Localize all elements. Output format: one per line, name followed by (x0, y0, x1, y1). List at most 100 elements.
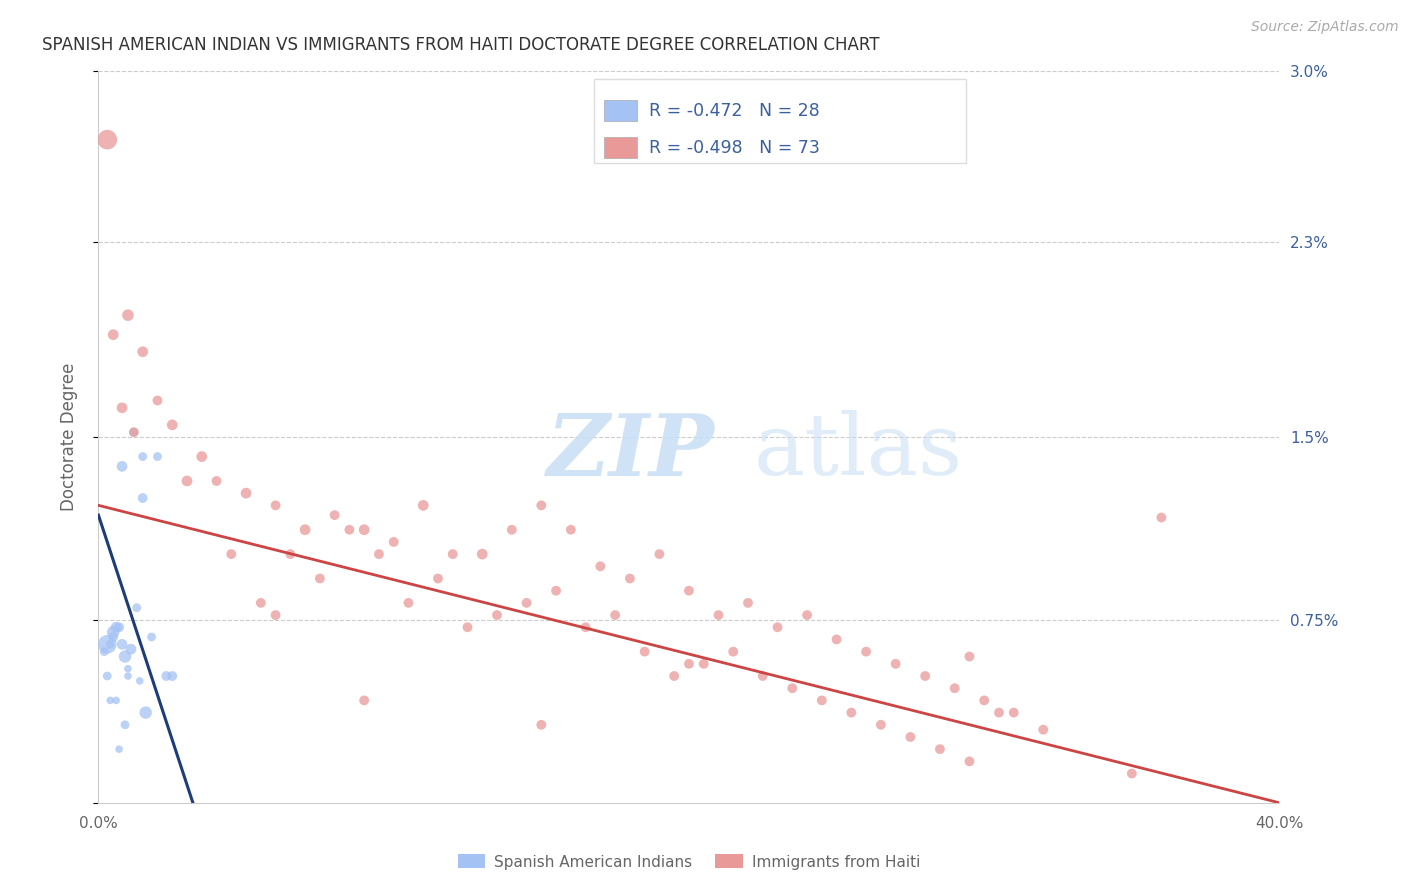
Point (575, 620, 598, 634)
Point (959, 755, 981, 769)
Point (98, 637, 121, 651)
Point (501, 523, 523, 537)
Point (117, 308, 139, 322)
Point (122, 425, 145, 440)
Point (122, 425, 145, 440)
Point (929, 742, 952, 756)
FancyBboxPatch shape (605, 137, 637, 158)
Point (264, 608, 287, 623)
Point (132, 344, 155, 359)
Point (264, 499, 287, 513)
Point (353, 523, 375, 537)
Point (155, 669, 177, 683)
Point (457, 620, 479, 634)
Text: ZIP: ZIP (547, 410, 716, 493)
Point (884, 657, 907, 671)
Point (221, 547, 243, 561)
Point (1121, 766, 1143, 780)
Point (128, 673, 150, 688)
Point (382, 535, 405, 549)
Point (723, 645, 745, 659)
Point (900, 730, 922, 744)
Point (546, 583, 568, 598)
Point (737, 596, 759, 610)
Point (205, 474, 228, 488)
Point (516, 596, 538, 610)
Point (294, 523, 316, 537)
Point (973, 693, 995, 707)
Point (398, 596, 420, 610)
Point (103, 327, 125, 342)
Point (943, 681, 966, 696)
Point (103, 625, 125, 640)
Point (605, 608, 627, 623)
Point (870, 718, 893, 732)
Point (323, 508, 346, 522)
Point (191, 450, 214, 464)
Point (825, 632, 848, 647)
Point (111, 637, 134, 651)
Point (634, 645, 657, 659)
Text: SPANISH AMERICAN INDIAN VS IMMIGRANTS FROM HAITI DOCTORATE DEGREE CORRELATION CH: SPANISH AMERICAN INDIAN VS IMMIGRANTS FR… (42, 36, 880, 54)
Point (146, 393, 169, 408)
Point (98, 693, 121, 707)
Point (530, 499, 553, 513)
Point (250, 596, 273, 610)
Point (766, 620, 789, 634)
Point (135, 706, 157, 720)
Point (988, 706, 1011, 720)
Point (707, 608, 730, 623)
Point (141, 630, 163, 644)
Point (841, 706, 863, 720)
Point (309, 572, 332, 586)
Text: R = -0.498   N = 73: R = -0.498 N = 73 (648, 138, 820, 157)
Point (471, 547, 494, 561)
Point (96, 669, 118, 683)
FancyBboxPatch shape (595, 78, 966, 163)
Point (648, 547, 671, 561)
Point (117, 662, 139, 676)
Point (105, 620, 128, 634)
Point (117, 669, 139, 683)
Point (353, 693, 375, 707)
Point (103, 630, 125, 644)
Point (339, 523, 361, 537)
Point (855, 645, 877, 659)
Point (811, 693, 834, 707)
Point (530, 718, 553, 732)
Point (111, 459, 134, 474)
Point (125, 600, 148, 615)
Point (132, 450, 155, 464)
Point (120, 642, 142, 657)
Point (427, 572, 450, 586)
Legend: Spanish American Indians, Immigrants from Haiti: Spanish American Indians, Immigrants fro… (451, 848, 927, 876)
Point (619, 572, 641, 586)
Point (108, 620, 131, 634)
Point (959, 649, 981, 664)
Point (678, 583, 700, 598)
Point (96, 637, 118, 651)
Point (412, 499, 434, 513)
Point (486, 608, 509, 623)
Point (132, 491, 155, 505)
Text: atlas: atlas (754, 410, 963, 493)
Point (560, 523, 582, 537)
Point (146, 450, 169, 464)
Point (782, 681, 804, 696)
Point (235, 486, 257, 500)
Point (368, 547, 391, 561)
Text: Source: ZipAtlas.com: Source: ZipAtlas.com (1251, 20, 1399, 34)
Point (114, 649, 136, 664)
Point (114, 718, 136, 732)
Point (914, 669, 936, 683)
Point (1150, 510, 1173, 524)
Point (108, 742, 131, 756)
Point (280, 547, 302, 561)
Text: R = -0.472   N = 28: R = -0.472 N = 28 (648, 102, 820, 120)
Point (162, 417, 183, 432)
Point (111, 401, 134, 415)
Point (1032, 723, 1054, 737)
Point (105, 693, 128, 707)
Point (678, 657, 700, 671)
Point (93, 645, 115, 659)
